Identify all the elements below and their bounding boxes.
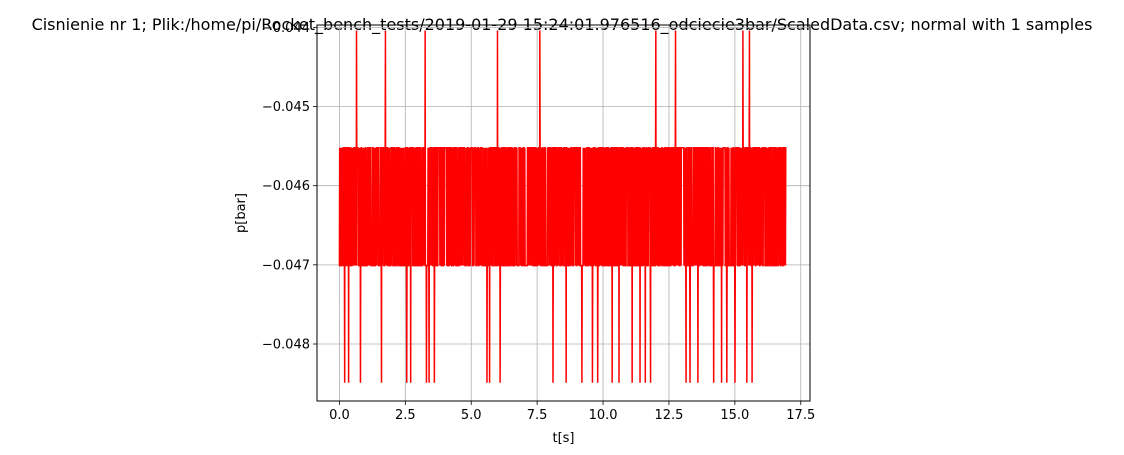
y-tick-label: −0.048: [262, 338, 310, 353]
x-tick-label: 7.5: [527, 408, 548, 423]
y-tick-label: −0.045: [262, 100, 310, 115]
y-axis: −0.048 −0.047 −0.046 −0.045 −0.044: [262, 21, 317, 353]
x-axis: 0.0 2.5 5.0 7.5 10.0 12.5 15.0 17.5: [329, 401, 815, 423]
plot-area: [338, 30, 787, 383]
x-tick-label: 15.0: [720, 408, 749, 423]
x-axis-label: t[s]: [552, 431, 574, 446]
x-tick-label: 5.0: [461, 408, 482, 423]
x-tick-label: 17.5: [786, 408, 815, 423]
y-tick-label: −0.044: [262, 21, 310, 36]
x-tick-label: 0.0: [329, 408, 350, 423]
axes-frame: [316, 24, 811, 402]
y-tick-label: −0.047: [262, 258, 310, 273]
x-tick-label: 12.5: [654, 408, 683, 423]
x-tick-label: 10.0: [589, 408, 618, 423]
series-line: [338, 30, 787, 383]
y-tick-label: −0.046: [262, 179, 310, 194]
x-tick-label: 2.5: [395, 408, 416, 423]
y-axis-label: p[bar]: [234, 193, 249, 233]
